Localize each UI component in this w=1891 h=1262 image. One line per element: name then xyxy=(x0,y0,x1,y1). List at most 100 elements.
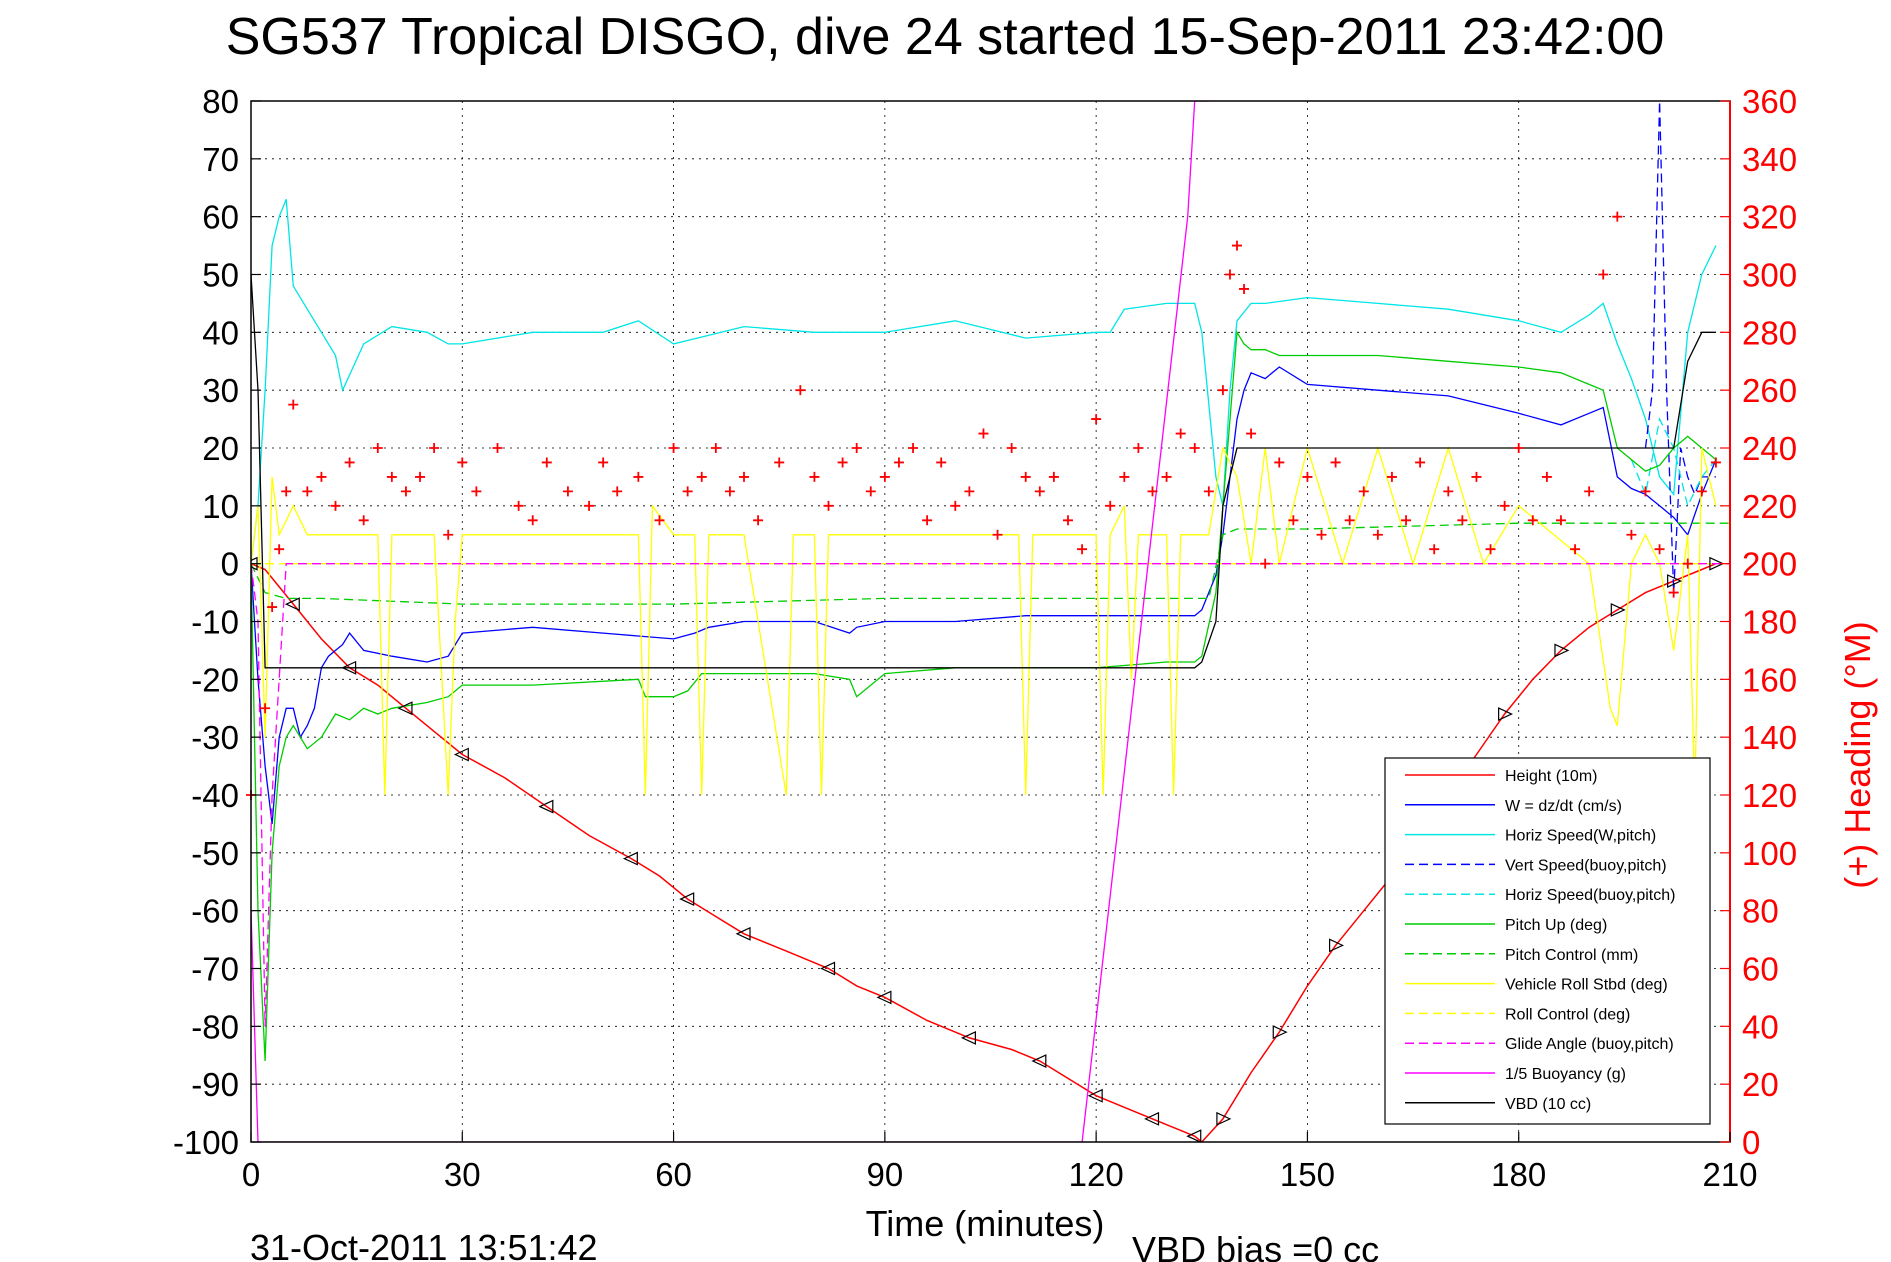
heading-point xyxy=(1224,269,1235,280)
heading-point xyxy=(288,399,299,410)
heading-point xyxy=(633,471,644,482)
heading-point xyxy=(893,457,904,468)
legend-label: Pitch Up (deg) xyxy=(1505,917,1607,934)
x-tick-label: 150 xyxy=(1280,1156,1335,1193)
heading-point xyxy=(1189,443,1200,453)
heading-point xyxy=(1006,443,1017,453)
legend-label: Horiz Speed(buoy,pitch) xyxy=(1505,887,1675,904)
height-marker xyxy=(735,926,751,941)
y-tick-label: -70 xyxy=(191,951,239,988)
heading-point xyxy=(1062,515,1073,526)
heading-point xyxy=(1119,471,1130,482)
heading-point xyxy=(922,515,933,526)
heading-point xyxy=(316,471,327,482)
heading-point xyxy=(274,544,285,555)
chart-title: SG537 Tropical DISGO, dive 24 started 15… xyxy=(226,8,1665,66)
heading-point xyxy=(1020,471,1031,482)
heading-point xyxy=(668,443,679,453)
height-marker xyxy=(538,799,554,814)
y2-tick-label: 340 xyxy=(1742,141,1797,178)
y2-tick-label: 260 xyxy=(1742,372,1797,409)
series-layer xyxy=(251,101,1730,1142)
height-marker xyxy=(397,701,413,716)
y2-tick-label: 320 xyxy=(1742,199,1797,236)
y2-tick-label: 20 xyxy=(1742,1066,1779,1103)
heading-point xyxy=(1288,515,1299,526)
y-tick-label: 30 xyxy=(202,372,239,409)
heading-point xyxy=(562,486,573,497)
y-tick-label: 70 xyxy=(202,141,239,178)
legend-label: VBD (10 cc) xyxy=(1505,1096,1591,1113)
heading-point xyxy=(724,486,735,497)
height-marker xyxy=(1554,643,1570,658)
heading-point xyxy=(936,457,947,468)
x-tick-label: 180 xyxy=(1491,1156,1546,1193)
heading-point xyxy=(1710,457,1721,468)
heading-point xyxy=(1105,500,1116,511)
y-tick-label: 40 xyxy=(202,314,239,351)
heading-point xyxy=(865,486,876,497)
heading-point xyxy=(1372,529,1383,540)
y-tick-label: -10 xyxy=(191,604,239,641)
heading-point xyxy=(774,457,785,468)
heading-point xyxy=(879,471,890,482)
legend-label: Horiz Speed(W,pitch) xyxy=(1505,828,1656,845)
y2-tick-label: 220 xyxy=(1742,488,1797,525)
y-tick-label: -20 xyxy=(191,661,239,698)
height-marker xyxy=(960,1030,976,1045)
height-marker xyxy=(1144,1111,1160,1126)
y-tick-label: -80 xyxy=(191,1008,239,1045)
vbd-bias: VBD bias =0 cc xyxy=(1132,1229,1379,1262)
heading-point xyxy=(1429,544,1440,555)
heading-point xyxy=(1330,457,1341,468)
heading-point xyxy=(584,500,595,511)
y-tick-label: 60 xyxy=(202,199,239,236)
heading-point xyxy=(612,486,623,497)
heading-point xyxy=(1386,471,1397,482)
heading-point xyxy=(1302,471,1313,482)
heading-point xyxy=(682,486,693,497)
y-tick-label: 50 xyxy=(202,257,239,294)
heading-point xyxy=(267,602,278,613)
heading-point xyxy=(908,443,919,453)
height-marker xyxy=(876,990,892,1005)
heading-point xyxy=(1499,500,1510,511)
x-tick-label: 120 xyxy=(1069,1156,1124,1193)
heading-point xyxy=(1443,486,1454,497)
y2-tick-label: 60 xyxy=(1742,951,1779,988)
y2-tick-label: 180 xyxy=(1742,604,1797,641)
y2-tick-label: 280 xyxy=(1742,314,1797,351)
heading-point xyxy=(1570,544,1581,555)
x-tick-label: 30 xyxy=(444,1156,481,1193)
series-line-6 xyxy=(251,522,1730,605)
heading-point xyxy=(823,500,834,511)
x-axis-label: Time (minutes) xyxy=(866,1203,1105,1244)
x-axis: 0 30 60 90 120 150 180 210 xyxy=(242,1132,1758,1193)
x-tick-label: 0 xyxy=(242,1156,260,1193)
heading-point xyxy=(260,703,271,714)
y-tick-label: 80 xyxy=(202,83,239,120)
heading-point xyxy=(1175,428,1186,439)
timestamp: 31-Oct-2011 13:51:42 xyxy=(250,1227,598,1262)
heading-point xyxy=(1612,211,1623,222)
x-tick-label: 210 xyxy=(1702,1156,1757,1193)
heading-point xyxy=(950,500,961,511)
y2-tick-label: 240 xyxy=(1742,430,1797,467)
heading-point xyxy=(1239,283,1250,294)
heading-point xyxy=(1457,515,1468,526)
series-line-3 xyxy=(1644,101,1716,593)
y2-tick-label: 120 xyxy=(1742,777,1797,814)
height-marker xyxy=(1610,602,1626,617)
height-marker xyxy=(341,660,357,675)
y-tick-label: -50 xyxy=(191,835,239,872)
heading-point xyxy=(1415,457,1426,468)
y-tick-label: -100 xyxy=(173,1124,239,1161)
height-marker xyxy=(453,747,469,762)
heading-point xyxy=(1527,515,1538,526)
heading-point xyxy=(281,486,292,497)
height-marker xyxy=(1272,1025,1288,1040)
heading-point xyxy=(851,443,862,453)
heading-point xyxy=(1640,486,1651,497)
legend-label: Glide Angle (buoy,pitch) xyxy=(1505,1036,1674,1053)
